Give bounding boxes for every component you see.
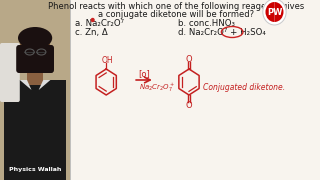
Bar [27, 65, 43, 85]
FancyBboxPatch shape [16, 45, 54, 73]
Ellipse shape [19, 32, 51, 72]
FancyBboxPatch shape [0, 43, 20, 102]
Text: [o]: [o] [138, 69, 150, 78]
Circle shape [263, 0, 286, 25]
Polygon shape [39, 80, 50, 90]
Wedge shape [275, 2, 284, 22]
FancyBboxPatch shape [4, 80, 66, 180]
Text: Phenol reacts with which one of the following reagents gives: Phenol reacts with which one of the foll… [48, 1, 305, 10]
Text: c. Zn, Δ: c. Zn, Δ [75, 28, 108, 37]
Ellipse shape [18, 27, 52, 49]
Text: OH: OH [101, 55, 113, 64]
Text: O: O [186, 100, 192, 109]
Text: a conjugate diketone will be formed?: a conjugate diketone will be formed? [98, 10, 254, 19]
Circle shape [91, 19, 94, 21]
Text: a. Na₂Cr₂O⁷: a. Na₂Cr₂O⁷ [75, 19, 124, 28]
Bar [0, 0, 70, 180]
Text: b. conc.HNO₃: b. conc.HNO₃ [178, 19, 235, 28]
Text: PW: PW [267, 8, 282, 17]
Text: Physics Wallah: Physics Wallah [9, 168, 61, 172]
Text: Conjugated diketone.: Conjugated diketone. [204, 82, 285, 91]
Polygon shape [20, 80, 31, 90]
Text: d. Na₂Cr₂O⁷ + H₂SO₄: d. Na₂Cr₂O⁷ + H₂SO₄ [178, 28, 266, 37]
Wedge shape [266, 2, 275, 22]
Text: $Na_2Cr_2O_7^+$: $Na_2Cr_2O_7^+$ [140, 82, 176, 94]
Text: O: O [186, 55, 192, 64]
